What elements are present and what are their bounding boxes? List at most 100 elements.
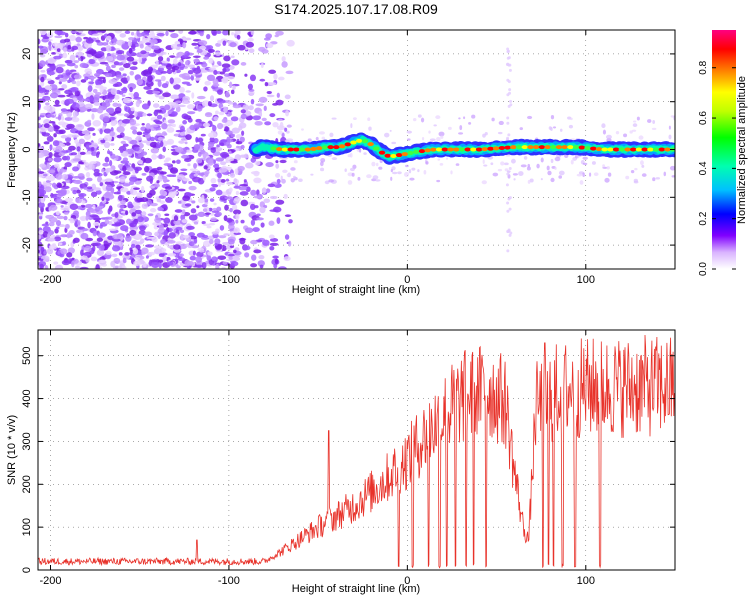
noise-blob xyxy=(197,137,204,143)
noise-blob xyxy=(122,97,132,104)
ridge-peak xyxy=(270,146,277,151)
noise-blob xyxy=(106,35,112,41)
noise-blob xyxy=(54,163,60,168)
noise-blob xyxy=(240,113,247,120)
noise-blob xyxy=(128,47,133,54)
noise-blob xyxy=(94,94,100,100)
noise-blob xyxy=(202,223,211,226)
noise-blob xyxy=(66,252,73,258)
noise-blob xyxy=(269,245,275,251)
scatter-blob xyxy=(298,178,303,182)
noise-blob xyxy=(192,250,196,256)
noise-blob xyxy=(84,68,92,74)
noise-blob xyxy=(226,181,233,186)
noise-blob xyxy=(137,153,145,158)
noise-blob xyxy=(69,217,74,224)
noise-blob xyxy=(75,55,79,58)
noise-blob xyxy=(157,137,165,140)
noise-blob xyxy=(233,232,242,235)
noise-blob xyxy=(75,123,85,131)
noise-blob xyxy=(204,80,211,86)
noise-blob xyxy=(169,55,176,58)
noise-blob xyxy=(231,59,240,66)
noise-blob xyxy=(40,80,45,87)
noise-blob xyxy=(147,75,153,82)
noise-blob xyxy=(285,70,294,75)
noise-blob xyxy=(161,123,168,130)
noise-blob xyxy=(107,93,115,100)
scatter-blob xyxy=(640,160,644,166)
noise-blob xyxy=(114,222,122,227)
noise-blob xyxy=(54,35,63,39)
noise-blob xyxy=(46,32,54,38)
ridge-peak xyxy=(510,145,517,150)
scatter-blob xyxy=(668,134,672,140)
noise-blob xyxy=(129,66,138,71)
noise-blob xyxy=(281,61,288,68)
scatter-blob xyxy=(437,158,441,161)
noise-blob xyxy=(172,160,176,164)
noise-blob xyxy=(180,168,188,172)
noise-blob xyxy=(150,202,158,207)
scatter-blob xyxy=(497,168,503,172)
noise-blob xyxy=(39,54,46,58)
streak-blob xyxy=(505,183,509,187)
noise-blob xyxy=(240,199,249,207)
ridge-peak xyxy=(395,153,403,158)
scatter-blob xyxy=(351,172,355,177)
noise-blob xyxy=(215,189,223,196)
noise-blob xyxy=(258,96,268,103)
noise-blob xyxy=(122,143,129,147)
ridge-peak xyxy=(447,147,454,152)
noise-blob xyxy=(181,138,186,141)
noise-blob xyxy=(226,136,231,142)
scatter-blob xyxy=(550,158,554,163)
noise-blob xyxy=(220,161,227,166)
ridge-peak xyxy=(527,145,534,150)
noise-blob xyxy=(118,145,127,152)
noise-blob xyxy=(77,57,82,61)
scatter-blob xyxy=(629,130,633,134)
noise-blob xyxy=(64,98,74,105)
noise-blob xyxy=(163,162,172,166)
noise-blob xyxy=(233,249,237,254)
noise-blob xyxy=(110,88,118,95)
noise-blob xyxy=(141,173,147,176)
noise-blob xyxy=(210,217,218,222)
noise-blob xyxy=(204,112,213,118)
noise-blob xyxy=(141,122,145,126)
noise-blob xyxy=(279,159,287,164)
noise-blob xyxy=(166,261,174,266)
noise-blob xyxy=(148,251,155,256)
noise-blob xyxy=(281,56,286,62)
ridge-peak xyxy=(304,147,311,152)
scatter-blob xyxy=(417,169,420,173)
spectrogram-x-axis-label: Height of straight line (km) xyxy=(292,284,420,296)
noise-blob xyxy=(51,182,57,188)
noise-blob xyxy=(93,221,100,226)
noise-blob xyxy=(129,70,135,76)
noise-blob xyxy=(122,73,127,77)
noise-blob xyxy=(211,30,217,36)
spectrogram-y-tick-label: -10 xyxy=(21,189,33,205)
noise-blob xyxy=(88,59,96,65)
noise-blob xyxy=(108,78,118,85)
noise-blob xyxy=(125,218,132,225)
scatter-blob xyxy=(359,148,362,153)
noise-blob xyxy=(105,63,109,67)
noise-blob xyxy=(264,37,271,41)
noise-blob xyxy=(148,259,153,267)
noise-blob xyxy=(211,210,219,213)
noise-blob xyxy=(81,200,86,204)
noise-blob xyxy=(177,61,182,67)
streak-blob xyxy=(508,233,512,237)
noise-blob xyxy=(169,77,174,84)
noise-blob xyxy=(201,261,207,269)
noise-blob xyxy=(39,30,47,36)
noise-blob xyxy=(279,121,284,129)
scatter-blob xyxy=(632,120,637,123)
noise-blob xyxy=(82,252,91,256)
noise-blob xyxy=(62,241,67,246)
noise-blob xyxy=(184,141,188,145)
noise-blob xyxy=(153,103,160,108)
